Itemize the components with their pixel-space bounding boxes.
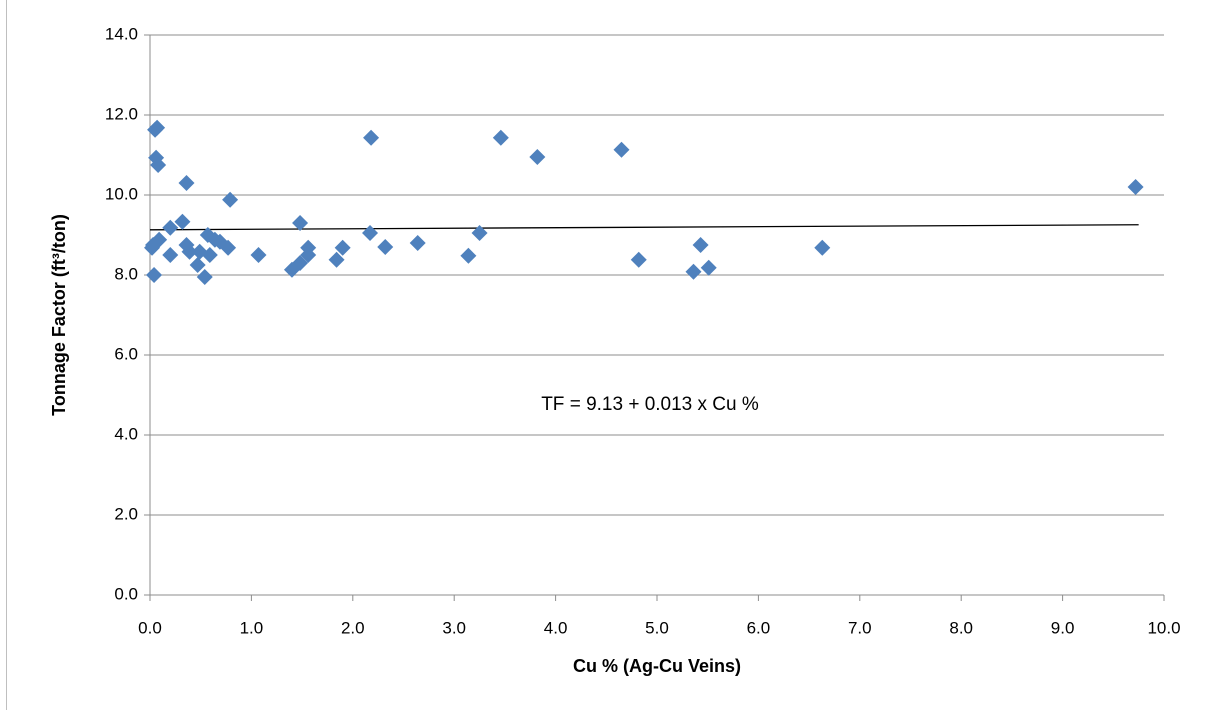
y-tick-label: 0.0 xyxy=(114,584,138,603)
point xyxy=(149,119,166,136)
point xyxy=(178,175,195,191)
point xyxy=(201,247,218,263)
y-tick-label: 2.0 xyxy=(114,504,138,523)
point xyxy=(220,239,237,256)
point xyxy=(328,251,345,268)
y-tick-label: 10.0 xyxy=(105,184,138,203)
x-tick-label: 3.0 xyxy=(442,618,466,637)
point xyxy=(146,267,163,283)
x-tick-label: 2.0 xyxy=(341,618,365,637)
x-tick-label: 6.0 xyxy=(747,618,771,637)
point xyxy=(362,225,379,241)
x-tick-label: 10.0 xyxy=(1147,618,1180,637)
point xyxy=(300,239,317,256)
point xyxy=(409,235,426,251)
point xyxy=(174,213,191,230)
point xyxy=(685,263,702,280)
point xyxy=(189,257,206,273)
point xyxy=(334,239,351,256)
point xyxy=(162,247,179,263)
y-tick-label: 12.0 xyxy=(105,104,138,123)
annotation: TF = 9.13 + 0.013 x Cu % xyxy=(541,394,759,415)
point xyxy=(613,141,630,158)
x-tick-label: 4.0 xyxy=(544,618,568,637)
point xyxy=(363,129,380,146)
y-tick-label: 8.0 xyxy=(114,264,138,283)
point xyxy=(377,239,394,255)
y-tick-label: 6.0 xyxy=(114,344,138,363)
x-tick-label: 0.0 xyxy=(138,618,162,637)
point xyxy=(150,157,167,173)
y-tick-label: 4.0 xyxy=(114,424,138,443)
x-tick-label: 8.0 xyxy=(949,618,973,637)
point xyxy=(162,219,179,236)
x-tick-label: 5.0 xyxy=(645,618,669,637)
point xyxy=(471,225,488,241)
y-tick-label: 14.0 xyxy=(105,24,138,43)
point xyxy=(692,237,709,253)
point xyxy=(700,259,717,276)
point xyxy=(529,149,546,165)
point xyxy=(250,247,267,263)
point xyxy=(292,255,309,271)
x-tick-label: 7.0 xyxy=(848,618,872,637)
point xyxy=(222,191,239,208)
point xyxy=(292,215,309,231)
x-tick-label: 1.0 xyxy=(240,618,264,637)
x-axis-title: Cu % (Ag-Cu Veins) xyxy=(573,656,741,676)
point xyxy=(151,231,168,248)
point xyxy=(460,247,477,264)
x-tick-label: 9.0 xyxy=(1051,618,1075,637)
point xyxy=(814,239,831,256)
point xyxy=(492,129,509,146)
point xyxy=(1127,179,1144,195)
point xyxy=(196,269,213,285)
chart-frame xyxy=(6,0,7,710)
y-axis-title: Tonnage Factor (ft³/ton) xyxy=(49,214,69,416)
point xyxy=(181,243,198,260)
trendline xyxy=(149,224,1139,231)
point xyxy=(630,251,647,268)
